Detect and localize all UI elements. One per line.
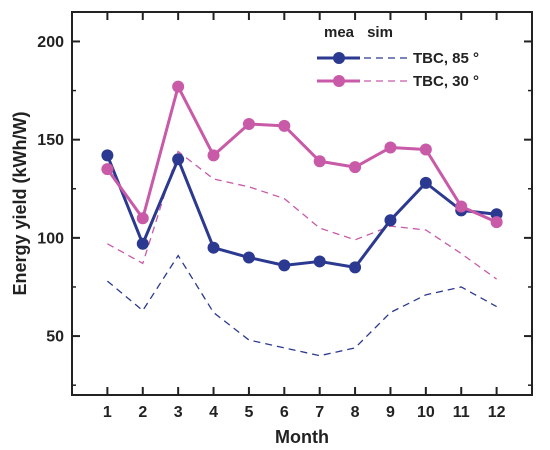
data-point-tbc85-mea xyxy=(278,259,291,272)
data-point-tbc30-mea xyxy=(349,161,362,174)
data-point-tbc30-mea xyxy=(136,212,149,225)
y-tick-label: 50 xyxy=(46,329,64,346)
series-line-tbc85-sim xyxy=(106,254,497,357)
series-line-tbc85-mea xyxy=(105,154,497,269)
data-point-tbc30-mea xyxy=(101,163,114,176)
series-line-tbc30-mea xyxy=(106,85,498,224)
x-axis-label: Month xyxy=(275,427,329,447)
data-point-tbc30-mea xyxy=(490,216,503,229)
data-point-tbc30-mea xyxy=(172,80,185,93)
x-tick-label: 12 xyxy=(488,404,506,421)
legend-label-tbc30: TBC, 30 ° xyxy=(413,73,479,90)
x-tick-label: 6 xyxy=(280,404,289,421)
x-tick-label: 3 xyxy=(174,404,183,421)
x-axis-ticks: 1 2 3 4 5 6 7 8 9 10 11 12 xyxy=(103,12,506,421)
data-point-tbc85-mea xyxy=(207,241,220,254)
x-tick-label: 7 xyxy=(315,404,324,421)
data-point-tbc85-mea xyxy=(313,255,326,268)
legend-mea-marker-tbc85 xyxy=(333,52,345,64)
x-tick-label: 8 xyxy=(351,404,360,421)
y-tick-label: 150 xyxy=(37,132,64,149)
data-point-tbc85-mea xyxy=(384,214,397,227)
x-tick-label: 5 xyxy=(244,404,253,421)
y-axis-ticks: 50 100 150 200 xyxy=(37,34,532,386)
legend-header-mea: mea xyxy=(324,24,355,41)
data-point-tbc85-mea xyxy=(101,149,114,162)
data-point-tbc30-mea xyxy=(419,143,432,156)
data-point-tbc85-mea xyxy=(172,153,185,166)
data-point-tbc30-mea xyxy=(455,200,468,213)
legend-label-tbc85: TBC, 85 ° xyxy=(413,50,479,67)
data-point-tbc85-mea xyxy=(419,176,432,189)
data-point-tbc30-mea xyxy=(313,155,326,168)
y-axis-label: Energy yield (kWh/W) xyxy=(10,111,30,295)
x-tick-label: 2 xyxy=(138,404,147,421)
data-point-tbc85-mea xyxy=(349,261,362,274)
data-point-tbc85-mea xyxy=(242,251,255,264)
data-point-tbc30-mea xyxy=(278,119,291,132)
legend: mea sim TBC, 85 ° TBC, 30 ° xyxy=(317,24,479,90)
x-tick-label: 1 xyxy=(103,404,112,421)
data-point-tbc30-mea xyxy=(207,149,220,162)
x-tick-label: 9 xyxy=(386,404,395,421)
y-tick-label: 100 xyxy=(37,230,64,247)
x-tick-label: 11 xyxy=(453,404,470,421)
y-tick-label: 200 xyxy=(37,34,64,51)
legend-mea-marker-tbc30 xyxy=(333,75,345,87)
plot-frame xyxy=(71,11,533,396)
data-point-tbc30-mea xyxy=(384,141,397,154)
data-point-tbc30-mea xyxy=(242,117,255,130)
x-tick-label: 4 xyxy=(209,404,218,421)
x-tick-label: 10 xyxy=(417,404,435,421)
series-layer xyxy=(101,80,503,357)
legend-header-sim: sim xyxy=(367,24,393,41)
data-point-tbc85-mea xyxy=(136,237,149,250)
